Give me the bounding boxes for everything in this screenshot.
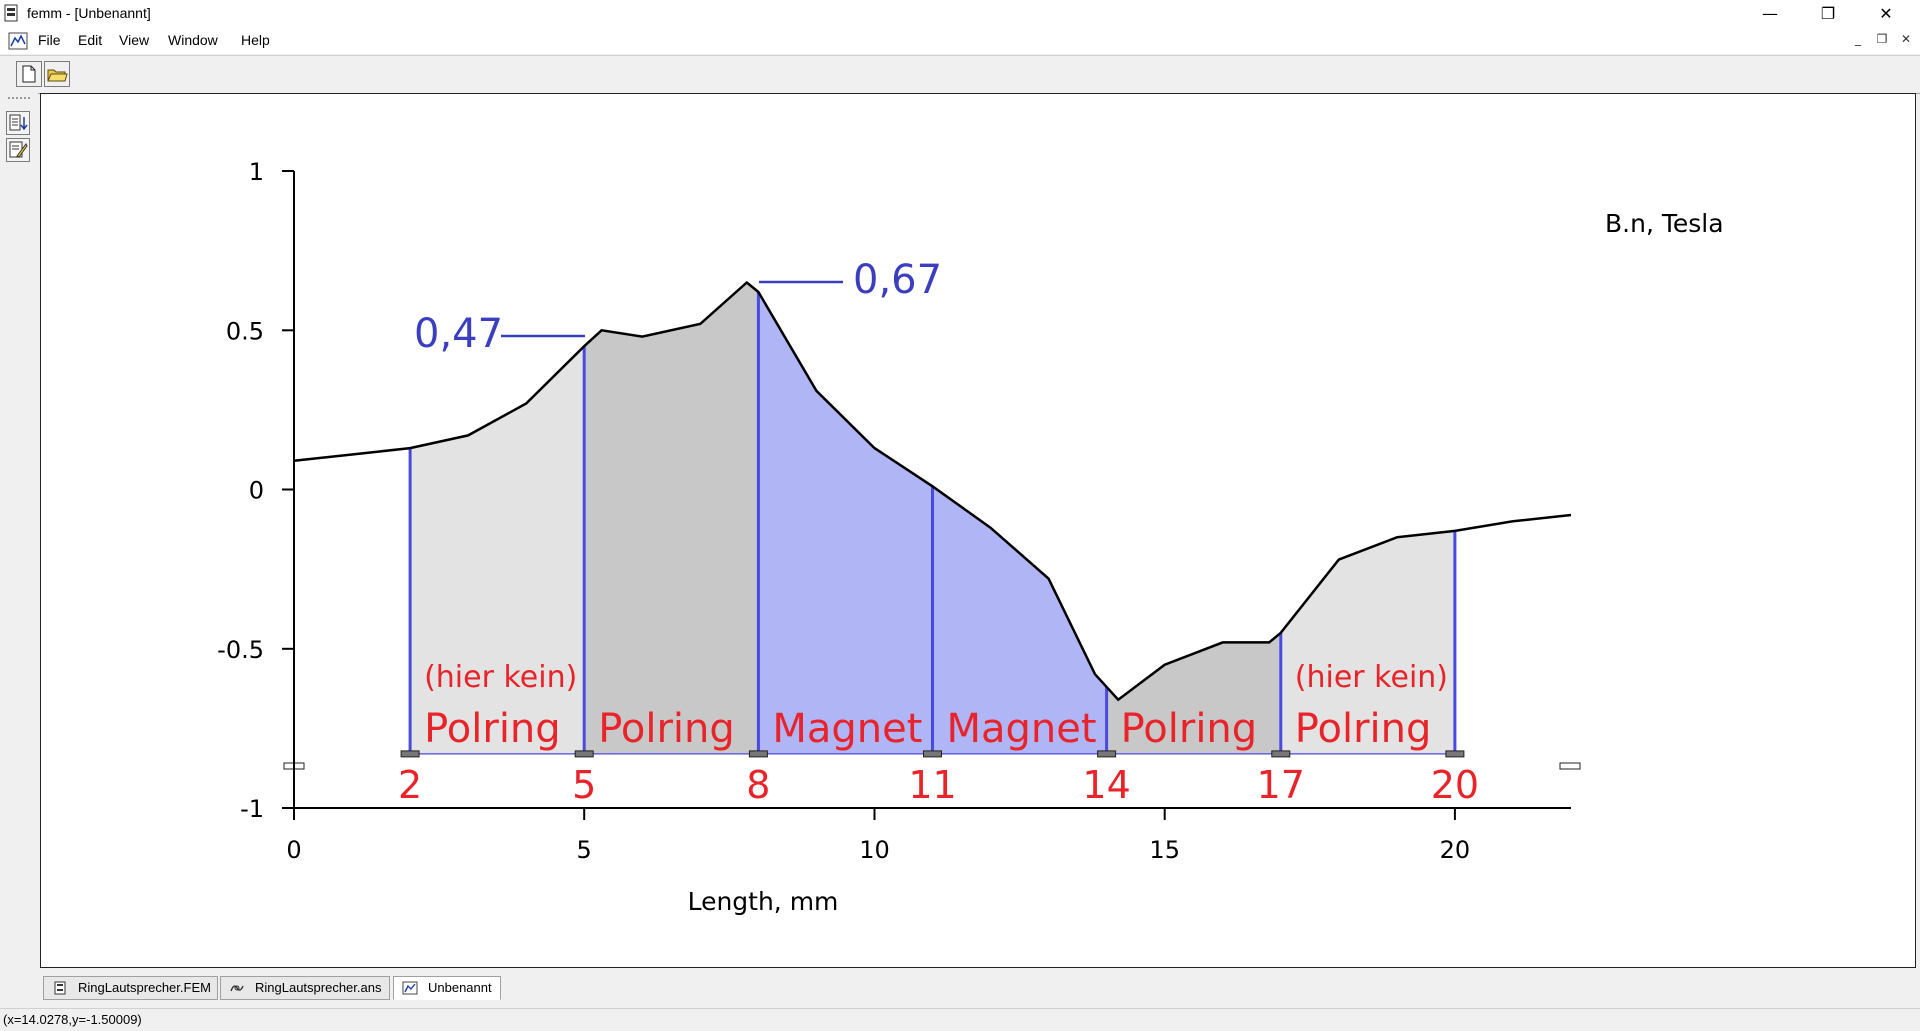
- mdi-restore-button[interactable]: ❐: [1876, 32, 1888, 46]
- close-button[interactable]: ✕: [1879, 4, 1893, 23]
- femm-app-icon: [4, 4, 18, 22]
- annotation-047: 0,47: [414, 311, 503, 357]
- new-file-icon: [22, 65, 36, 83]
- tab-label: RingLautsprecher.ans: [255, 980, 382, 995]
- toolbar: [0, 55, 1920, 94]
- x-tick-label: 0: [286, 836, 301, 864]
- title-bar: femm - [Unbenannt] — ❐ ✕: [0, 0, 1920, 28]
- tab-unbenannt[interactable]: Unbenannt: [393, 976, 501, 1000]
- chart-title: B.n, Tesla: [1605, 209, 1724, 238]
- line-end-marker: [1559, 762, 1581, 770]
- boundary-label: 20: [1431, 763, 1479, 807]
- open-folder-icon: [47, 69, 68, 82]
- region-fill: [1280, 530, 1455, 754]
- tab-label: Unbenannt: [428, 980, 492, 995]
- window-title: femm - [Unbenannt]: [27, 5, 151, 21]
- region-label: Magnet: [772, 706, 922, 752]
- menu-file[interactable]: File: [38, 32, 61, 48]
- boundary-label: 8: [746, 763, 770, 807]
- list-sort-icon: [9, 114, 28, 131]
- annotation-067: 0,67: [853, 257, 942, 303]
- region-fill: [1106, 632, 1281, 754]
- boundary-label: 2: [398, 763, 422, 807]
- sidebar-button-2[interactable]: [6, 138, 30, 162]
- side-toolbar: [0, 93, 38, 973]
- tab-ring-fem[interactable]: RingLautsprecher.FEM: [43, 976, 218, 1000]
- region-label: Magnet: [947, 706, 1097, 752]
- region-note: (hier kein): [1295, 660, 1448, 695]
- document-tabbar: RingLautsprecher.FEM RingLautsprecher.an…: [0, 972, 1920, 1003]
- menu-window[interactable]: Window: [168, 32, 218, 48]
- status-bar: (x=14.0278,y=-1.50009): [0, 1008, 1920, 1031]
- bn-length-chart: 2 5 8 11 14 17 20 1 0.5 0 -0.5 -1 0 5 10 15 20 Length, mm…: [217, 158, 1724, 916]
- y-tick-label: 0: [249, 477, 264, 505]
- x-tick-label: 20: [1440, 836, 1471, 864]
- mdi-minimize-button[interactable]: _: [1855, 32, 1861, 46]
- menu-view[interactable]: View: [119, 32, 150, 48]
- plot-document-icon: [402, 981, 418, 995]
- x-tick-label: 10: [859, 836, 890, 864]
- x-axis-label: Length, mm: [688, 887, 839, 916]
- boundary-label: 11: [908, 763, 956, 807]
- boundary-label: 5: [572, 763, 596, 807]
- region-label: Polring: [424, 706, 561, 752]
- x-tick-label: 15: [1149, 836, 1180, 864]
- region-fill: [932, 486, 1107, 754]
- minimize-button[interactable]: —: [1762, 4, 1778, 23]
- region-fill: [758, 292, 933, 754]
- boundary-marker: [400, 750, 420, 758]
- menu-edit[interactable]: Edit: [78, 32, 103, 48]
- boundary-marker: [748, 750, 768, 758]
- boundary-marker: [574, 750, 594, 758]
- open-file-button[interactable]: [44, 61, 70, 87]
- cursor-coordinates: (x=14.0278,y=-1.50009): [3, 1012, 142, 1027]
- plot-canvas[interactable]: 2 5 8 11 14 17 20 1 0.5 0 -0.5 -1 0 5 10 15 20 Length, mm…: [40, 93, 1916, 968]
- tab-ring-ans[interactable]: RingLautsprecher.ans: [220, 976, 390, 1000]
- y-tick-label: 0.5: [226, 317, 264, 345]
- boundary-label: 17: [1257, 763, 1305, 807]
- y-tick-label: -1: [240, 795, 264, 823]
- region-label: Polring: [1121, 706, 1258, 752]
- menu-help[interactable]: Help: [241, 32, 270, 48]
- boundary-marker: [1445, 750, 1465, 758]
- tab-label: RingLautsprecher.FEM: [78, 980, 211, 995]
- region-label: Polring: [1295, 706, 1432, 752]
- boundary-marker: [1097, 750, 1117, 758]
- region-label: Polring: [598, 706, 735, 752]
- menu-bar: File Edit View Window Help _ ❐ ✕: [0, 28, 1920, 54]
- ans-file-icon: [230, 985, 244, 992]
- y-tick-label: -0.5: [217, 636, 264, 664]
- fem-file-icon: [54, 981, 66, 995]
- boundary-label: 14: [1082, 763, 1130, 807]
- maximize-button[interactable]: ❐: [1820, 4, 1836, 23]
- mdi-close-button[interactable]: ✕: [1900, 32, 1912, 46]
- region-fill: [584, 282, 759, 754]
- boundary-marker: [1271, 750, 1291, 758]
- region-fill: [410, 346, 585, 754]
- region-note: (hier kein): [424, 660, 577, 695]
- bn-curve: [293, 280, 1572, 702]
- y-tick-label: 1: [249, 158, 264, 186]
- boundary-marker: [923, 750, 942, 758]
- x-tick-label: 5: [577, 836, 592, 864]
- document-icon[interactable]: [8, 32, 28, 50]
- sidebar-button-1[interactable]: [6, 111, 30, 135]
- edit-note-icon: [9, 141, 28, 158]
- new-file-button[interactable]: [16, 61, 42, 87]
